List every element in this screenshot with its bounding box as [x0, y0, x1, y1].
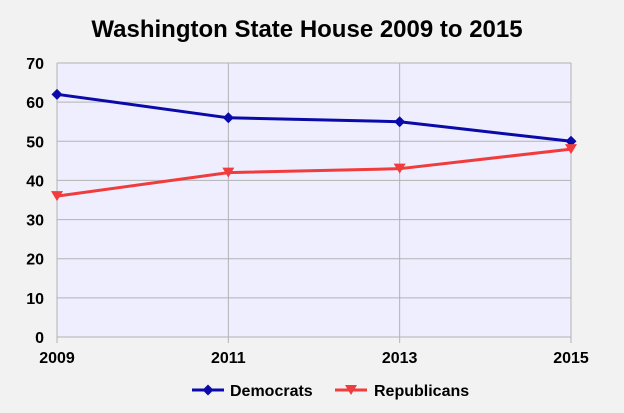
- legend-item-republicans: Republicans: [335, 383, 469, 400]
- y-tick-label: 60: [26, 95, 44, 112]
- x-axis: 2009 2011 2013 2015: [39, 337, 589, 367]
- y-tick-label: 70: [26, 56, 44, 73]
- y-tick-label: 20: [26, 252, 44, 269]
- y-tick-label: 30: [26, 213, 44, 230]
- legend-item-democrats: Democrats: [192, 383, 313, 400]
- y-tick-label: 10: [26, 291, 44, 308]
- y-tick-label: 40: [26, 173, 44, 190]
- legend-label: Republicans: [374, 383, 469, 400]
- chart-title: Washington State House 2009 to 2015: [91, 16, 522, 43]
- x-tick-label: 2009: [39, 350, 75, 367]
- legend-marker: [203, 385, 214, 396]
- x-tick-label: 2013: [382, 350, 418, 367]
- x-tick-label: 2015: [553, 350, 589, 367]
- y-tick-label: 50: [26, 134, 44, 151]
- y-axis: 0 10 20 30 40 50 60 70: [26, 56, 44, 347]
- y-tick-label: 0: [35, 330, 44, 347]
- x-tick-label: 2011: [211, 350, 246, 367]
- legend: Democrats Republicans: [192, 383, 469, 400]
- legend-label: Democrats: [230, 383, 313, 400]
